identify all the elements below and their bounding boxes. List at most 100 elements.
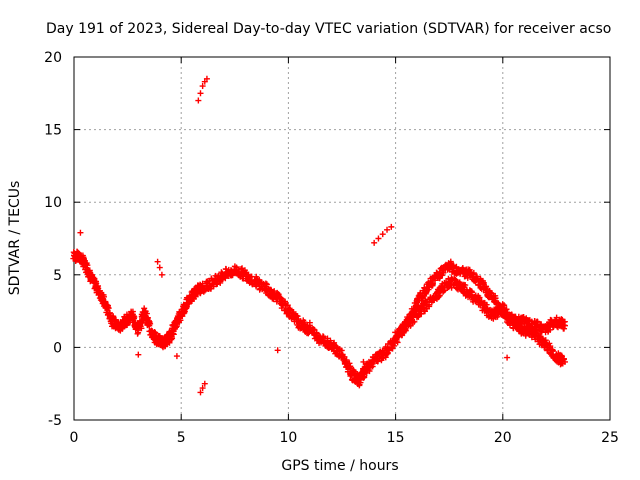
data-point: [360, 358, 367, 365]
data-point: [195, 97, 202, 104]
data-point: [143, 310, 150, 317]
data-point: [537, 333, 544, 340]
data-point: [429, 282, 436, 289]
data-point: [290, 308, 297, 315]
data-point: [453, 264, 460, 271]
data-point: [462, 282, 469, 289]
data-point: [418, 310, 425, 317]
data-point: [534, 318, 541, 325]
data-point: [214, 280, 221, 287]
data-point: [379, 231, 386, 238]
data-point: [77, 229, 84, 236]
data-point: [170, 330, 177, 337]
data-point: [154, 258, 161, 265]
data-point: [483, 283, 490, 290]
data-point: [494, 299, 501, 306]
data-point: [464, 274, 471, 281]
data-point: [393, 336, 400, 343]
data-point: [369, 363, 376, 370]
data-point: [134, 330, 141, 337]
data-point: [294, 312, 301, 319]
data-point: [470, 269, 477, 276]
data-point: [203, 75, 210, 82]
data-point: [402, 327, 409, 334]
x-tick-label: 15: [387, 430, 405, 446]
data-point: [391, 342, 398, 349]
y-tick-label: 10: [44, 195, 62, 211]
data-point: [158, 271, 165, 278]
data-point: [104, 304, 111, 311]
data-point: [494, 313, 501, 320]
data-point: [130, 314, 137, 321]
data-point: [152, 329, 159, 336]
data-point: [440, 287, 447, 294]
data-point: [101, 293, 108, 300]
axis-ticks: 0 5 10 15 20 25 -5 0 5 10 15 20: [44, 50, 619, 446]
x-tick-label: 10: [279, 430, 297, 446]
data-point: [313, 330, 320, 337]
y-tick-label: 20: [44, 50, 62, 66]
data-point: [347, 364, 354, 371]
data-point: [170, 331, 177, 338]
data-point: [384, 226, 391, 233]
data-point: [197, 389, 204, 396]
data-point: [135, 351, 142, 358]
y-tick-label: -5: [48, 413, 62, 429]
data-point: [201, 380, 208, 387]
x-axis-label: GPS time / hours: [281, 458, 398, 474]
chart-title: Day 191 of 2023, Sidereal Day-to-day VTE…: [46, 21, 611, 37]
data-point: [96, 287, 103, 294]
data-point: [341, 353, 348, 360]
data-point: [92, 278, 99, 285]
data-point: [501, 302, 508, 309]
grid-lines: [74, 57, 610, 420]
x-tick-label: 0: [70, 430, 79, 446]
data-point: [496, 303, 503, 310]
data-point: [105, 305, 112, 312]
data-point: [560, 356, 567, 363]
data-point: [549, 347, 556, 354]
data-point: [173, 353, 180, 360]
data-point: [436, 292, 443, 299]
data-point: [284, 302, 291, 309]
data-point: [439, 283, 446, 290]
data-point: [320, 333, 327, 340]
data-point: [411, 318, 418, 325]
plot-frame: [73, 56, 611, 421]
data-point: [306, 319, 313, 326]
data-point: [426, 303, 433, 310]
data-point: [338, 347, 345, 354]
data-point: [542, 337, 549, 344]
data-point: [144, 314, 151, 321]
x-tick-label: 5: [177, 430, 186, 446]
data-point: [371, 239, 378, 246]
data-point: [197, 90, 204, 97]
data-point: [394, 330, 401, 337]
data-point: [301, 319, 308, 326]
data-point: [504, 354, 511, 361]
data-point: [95, 282, 102, 289]
data-point: [199, 83, 206, 90]
x-tick-label: 25: [601, 430, 619, 446]
data-point: [156, 264, 163, 271]
data-point: [450, 262, 457, 269]
data-point: [561, 358, 568, 365]
y-axis-label: SDTVAR / TECUs: [7, 181, 23, 296]
data-point: [388, 223, 395, 230]
data-point: [375, 235, 382, 242]
data-point: [287, 306, 294, 313]
data-point: [204, 278, 211, 285]
data-point: [561, 322, 568, 329]
data-point: [268, 287, 275, 294]
data-point: [199, 385, 206, 392]
y-tick-label: 0: [53, 340, 62, 356]
data-point: [183, 305, 190, 312]
data-point: [146, 322, 153, 329]
data-point: [274, 347, 281, 354]
data-point: [432, 277, 439, 284]
y-tick-label: 15: [44, 123, 62, 139]
data-point: [483, 301, 490, 308]
data-points: [70, 75, 568, 396]
y-tick-label: 5: [53, 268, 62, 284]
